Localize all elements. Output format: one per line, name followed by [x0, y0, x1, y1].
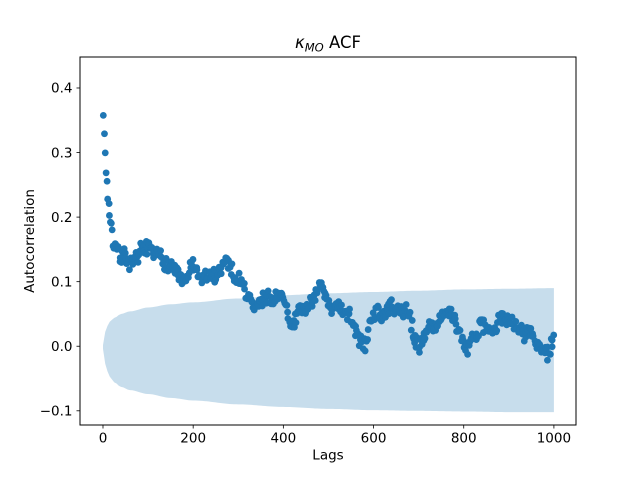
chart-title: κMO ACF: [295, 33, 361, 55]
title-rest: ACF: [324, 33, 361, 52]
x-axis-ticks: 0 200 400 600 800 1000: [99, 425, 571, 447]
x-tick-label: 800: [451, 431, 477, 447]
y-tick-label: 0.1: [51, 274, 72, 290]
y-tick-label: 0.0: [51, 339, 72, 355]
x-tick-label: 200: [180, 431, 206, 447]
x-axis-label: Lags: [312, 448, 343, 464]
x-tick-label: 0: [99, 431, 108, 447]
y-tick-label: 0.2: [51, 210, 72, 226]
y-axis-label: Autocorrelation: [22, 189, 38, 293]
axes-frame: [79, 56, 577, 426]
x-tick-label: 1000: [537, 431, 571, 447]
title-subscript: MO: [305, 41, 324, 55]
y-tick-label: 0.4: [51, 81, 72, 97]
x-tick-label: 600: [361, 431, 387, 447]
y-tick-label: −0.1: [40, 403, 73, 419]
scatter-points: [99, 111, 558, 364]
y-tick-label: 0.3: [51, 145, 72, 161]
title-kappa: κ: [295, 33, 305, 52]
x-tick-label: 400: [270, 431, 296, 447]
y-axis-ticks: −0.1 0.0 0.1 0.2 0.3 0.4: [40, 81, 80, 419]
